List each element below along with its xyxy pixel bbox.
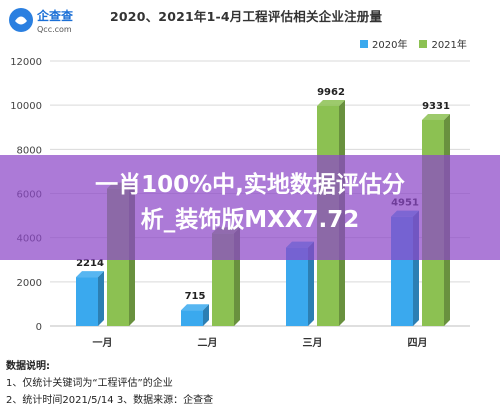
bar-side (98, 271, 104, 326)
legend-label-2020: 2020年 (372, 40, 408, 51)
data-notes: 数据说明: 1、仅统计关键词为“工程评估”的企业 2、统计时间2021/5/14… (6, 358, 213, 409)
chart-legend: 2020年 2021年 (360, 36, 467, 51)
logo-en: Qcc.com (37, 25, 72, 34)
logo-cn: 企查查 (36, 8, 74, 23)
qcc-logo: 企查查 Qcc.com (9, 8, 74, 34)
x-tick-label: 二月 (198, 337, 218, 349)
bar-top (317, 100, 345, 107)
x-tick-label: 四月 (408, 337, 428, 349)
bar-top (76, 271, 104, 278)
y-tick-label: 8000 (17, 145, 42, 156)
legend-item-2020: 2020年 (360, 36, 407, 51)
y-tick-label: 0 (36, 322, 42, 333)
x-tick-label: 一月 (93, 337, 113, 349)
bar-side (203, 304, 209, 326)
bar-side (308, 241, 314, 326)
x-tick-label: 三月 (303, 337, 323, 349)
legend-label-2021: 2021年 (431, 40, 467, 51)
overlay-line-2: 析_装饰版MXX7.72 (140, 207, 360, 233)
bar-top (422, 113, 450, 120)
notes-line-1: 1、仅统计关键词为“工程评估”的企业 (6, 378, 173, 389)
notes-line-2: 2、统计时间2021/5/14 3、数据来源：企查查 (6, 395, 214, 406)
bar-top (181, 304, 209, 311)
legend-swatch-2020 (360, 39, 368, 48)
bar (76, 277, 98, 326)
overlay-line-1: 一肖100%中,实地数据评估分 (95, 172, 405, 198)
y-tick-label: 12000 (10, 57, 42, 68)
legend-swatch-2021 (419, 39, 428, 48)
data-label: 2214 (76, 258, 104, 269)
data-label: 9962 (317, 87, 345, 98)
bar (286, 247, 308, 326)
overlay-banner-text: 一肖100%中,实地数据评估分 析_装饰版MXX7.72 (0, 168, 500, 238)
notes-heading: 数据说明: (6, 361, 50, 372)
legend-item-2021: 2021年 (419, 36, 467, 51)
chart-title: 2020、2021年1-4月工程评估相关企业注册量 (110, 9, 383, 24)
y-tick-label: 2000 (17, 278, 42, 289)
data-label: 9331 (422, 101, 450, 112)
y-tick-label: 10000 (10, 101, 42, 112)
bar (181, 310, 203, 326)
data-label: 715 (185, 291, 206, 302)
overlay-banner (0, 155, 500, 260)
